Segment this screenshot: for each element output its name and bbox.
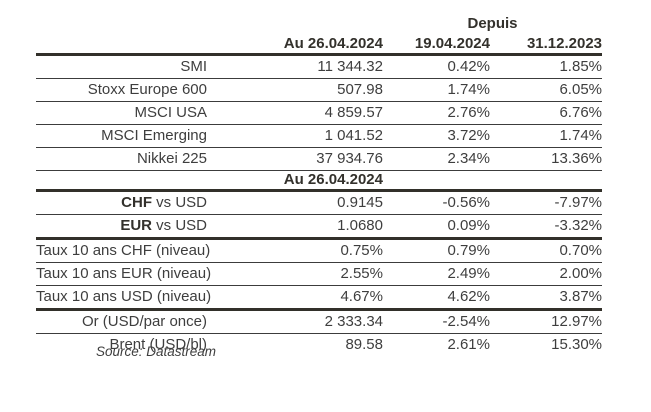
row-value: 507.98 bbox=[207, 78, 383, 102]
market-data-table: Depuis Au 26.04.2024 19.04.2024 31.12.20… bbox=[36, 14, 603, 357]
row-label: Taux 10 ans CHF (niveau) bbox=[36, 238, 210, 263]
currency-pair-suffix: vs USD bbox=[151, 217, 207, 234]
depuis-header-label: Depuis bbox=[467, 15, 518, 32]
currency-code: EUR bbox=[120, 217, 152, 234]
column-header-row: Au 26.04.2024 19.04.2024 31.12.2023 bbox=[36, 34, 603, 56]
table-row-taux-eur: Taux 10 ans EUR (niveau) 2.55% 2.49% 2.0… bbox=[36, 262, 603, 286]
row-label: CHF vs USD bbox=[36, 190, 207, 215]
table-row-brent: Brent (USD/bl) 89.58 2.61% 15.30% bbox=[36, 334, 602, 357]
row-since-ytd: -3.32% bbox=[490, 214, 603, 240]
row-value: 4 859.57 bbox=[207, 101, 383, 125]
source-note: Source: Datastream bbox=[96, 344, 217, 359]
row-value: 2.55% bbox=[207, 262, 383, 286]
row-label: Brent (USD/bl) bbox=[109, 336, 207, 353]
row-since-ytd: 0.70% bbox=[490, 238, 603, 263]
row-label: Taux 10 ans USD (niveau) bbox=[36, 285, 211, 311]
row-since-ytd: 15.30% bbox=[551, 336, 603, 353]
empty-cell bbox=[36, 170, 207, 192]
empty-cell bbox=[490, 170, 603, 192]
row-value: 89.58 bbox=[345, 336, 383, 353]
empty-cell bbox=[207, 14, 383, 34]
row-value: 1 041.52 bbox=[207, 124, 383, 148]
row-since-week: -0.56% bbox=[383, 190, 490, 215]
table-row-smi: SMI 11 344.32 0.42% 1.85% bbox=[36, 54, 603, 79]
depuis-header-row: Depuis bbox=[36, 14, 602, 34]
row-label: MSCI Emerging bbox=[36, 124, 207, 148]
row-since-ytd: 2.00% bbox=[490, 262, 603, 286]
row-since-week: 2.34% bbox=[383, 147, 490, 171]
subheader-row: Au 26.04.2024 bbox=[36, 170, 603, 192]
row-since-ytd: -7.97% bbox=[490, 190, 603, 215]
row-value: 0.9145 bbox=[207, 190, 383, 215]
row-label: Stoxx Europe 600 bbox=[36, 78, 207, 102]
currency-pair-suffix: vs USD bbox=[151, 194, 207, 211]
row-label: Taux 10 ans EUR (niveau) bbox=[36, 262, 211, 286]
table-row-gold: Or (USD/par once) 2 333.34 -2.54% 12.97% bbox=[36, 309, 603, 334]
row-label: EUR vs USD bbox=[36, 214, 207, 240]
row-label: MSCI USA bbox=[36, 101, 207, 125]
subheader-date-label: Au 26.04.2024 bbox=[207, 170, 383, 192]
row-since-week: 2.49% bbox=[383, 262, 490, 286]
empty-cell bbox=[36, 14, 207, 34]
row-label: Nikkei 225 bbox=[36, 147, 207, 171]
row-since-week: 1.74% bbox=[383, 78, 490, 102]
row-since-week: 0.42% bbox=[383, 54, 490, 79]
row-since-ytd: 1.74% bbox=[490, 124, 603, 148]
column-header-value-date: Au 26.04.2024 bbox=[207, 34, 383, 56]
table-row-nikkei: Nikkei 225 37 934.76 2.34% 13.36% bbox=[36, 147, 603, 171]
row-since-week: 0.79% bbox=[383, 238, 490, 263]
row-value: 37 934.76 bbox=[207, 147, 383, 171]
row-since-week: 3.72% bbox=[383, 124, 490, 148]
row-since-ytd: 1.85% bbox=[490, 54, 603, 79]
row-value: 0.75% bbox=[207, 238, 383, 263]
table-row-msci-usa: MSCI USA 4 859.57 2.76% 6.76% bbox=[36, 101, 603, 125]
table-row-eur-usd: EUR vs USD 1.0680 0.09% -3.32% bbox=[36, 214, 603, 240]
table-row-chf-usd: CHF vs USD 0.9145 -0.56% -7.97% bbox=[36, 190, 603, 215]
empty-cell bbox=[36, 34, 207, 56]
row-since-ytd: 6.76% bbox=[490, 101, 603, 125]
table-row-stoxx: Stoxx Europe 600 507.98 1.74% 6.05% bbox=[36, 78, 603, 102]
column-header-since-ytd: 31.12.2023 bbox=[490, 34, 603, 56]
row-since-week: 0.09% bbox=[383, 214, 490, 240]
row-since-ytd: 12.97% bbox=[490, 309, 603, 334]
row-since-week: 4.62% bbox=[383, 285, 490, 311]
currency-code: CHF bbox=[121, 194, 152, 211]
column-header-since-week: 19.04.2024 bbox=[383, 34, 490, 56]
empty-cell bbox=[383, 170, 490, 192]
row-since-ytd: 3.87% bbox=[490, 285, 603, 311]
row-value: 4.67% bbox=[207, 285, 383, 311]
row-value: 2 333.34 bbox=[207, 309, 383, 334]
row-since-ytd: 6.05% bbox=[490, 78, 603, 102]
row-label: SMI bbox=[36, 54, 207, 79]
table-row-msci-emerging: MSCI Emerging 1 041.52 3.72% 1.74% bbox=[36, 124, 603, 148]
row-since-week: 2.76% bbox=[383, 101, 490, 125]
table-row-taux-usd: Taux 10 ans USD (niveau) 4.67% 4.62% 3.8… bbox=[36, 285, 603, 311]
row-label: Or (USD/par once) bbox=[36, 309, 207, 334]
table-row-taux-chf: Taux 10 ans CHF (niveau) 0.75% 0.79% 0.7… bbox=[36, 238, 603, 263]
row-value: 11 344.32 bbox=[207, 54, 383, 79]
row-since-ytd: 13.36% bbox=[490, 147, 603, 171]
row-since-week: -2.54% bbox=[383, 309, 490, 334]
row-value: 1.0680 bbox=[207, 214, 383, 240]
row-since-week: 2.61% bbox=[447, 336, 490, 353]
